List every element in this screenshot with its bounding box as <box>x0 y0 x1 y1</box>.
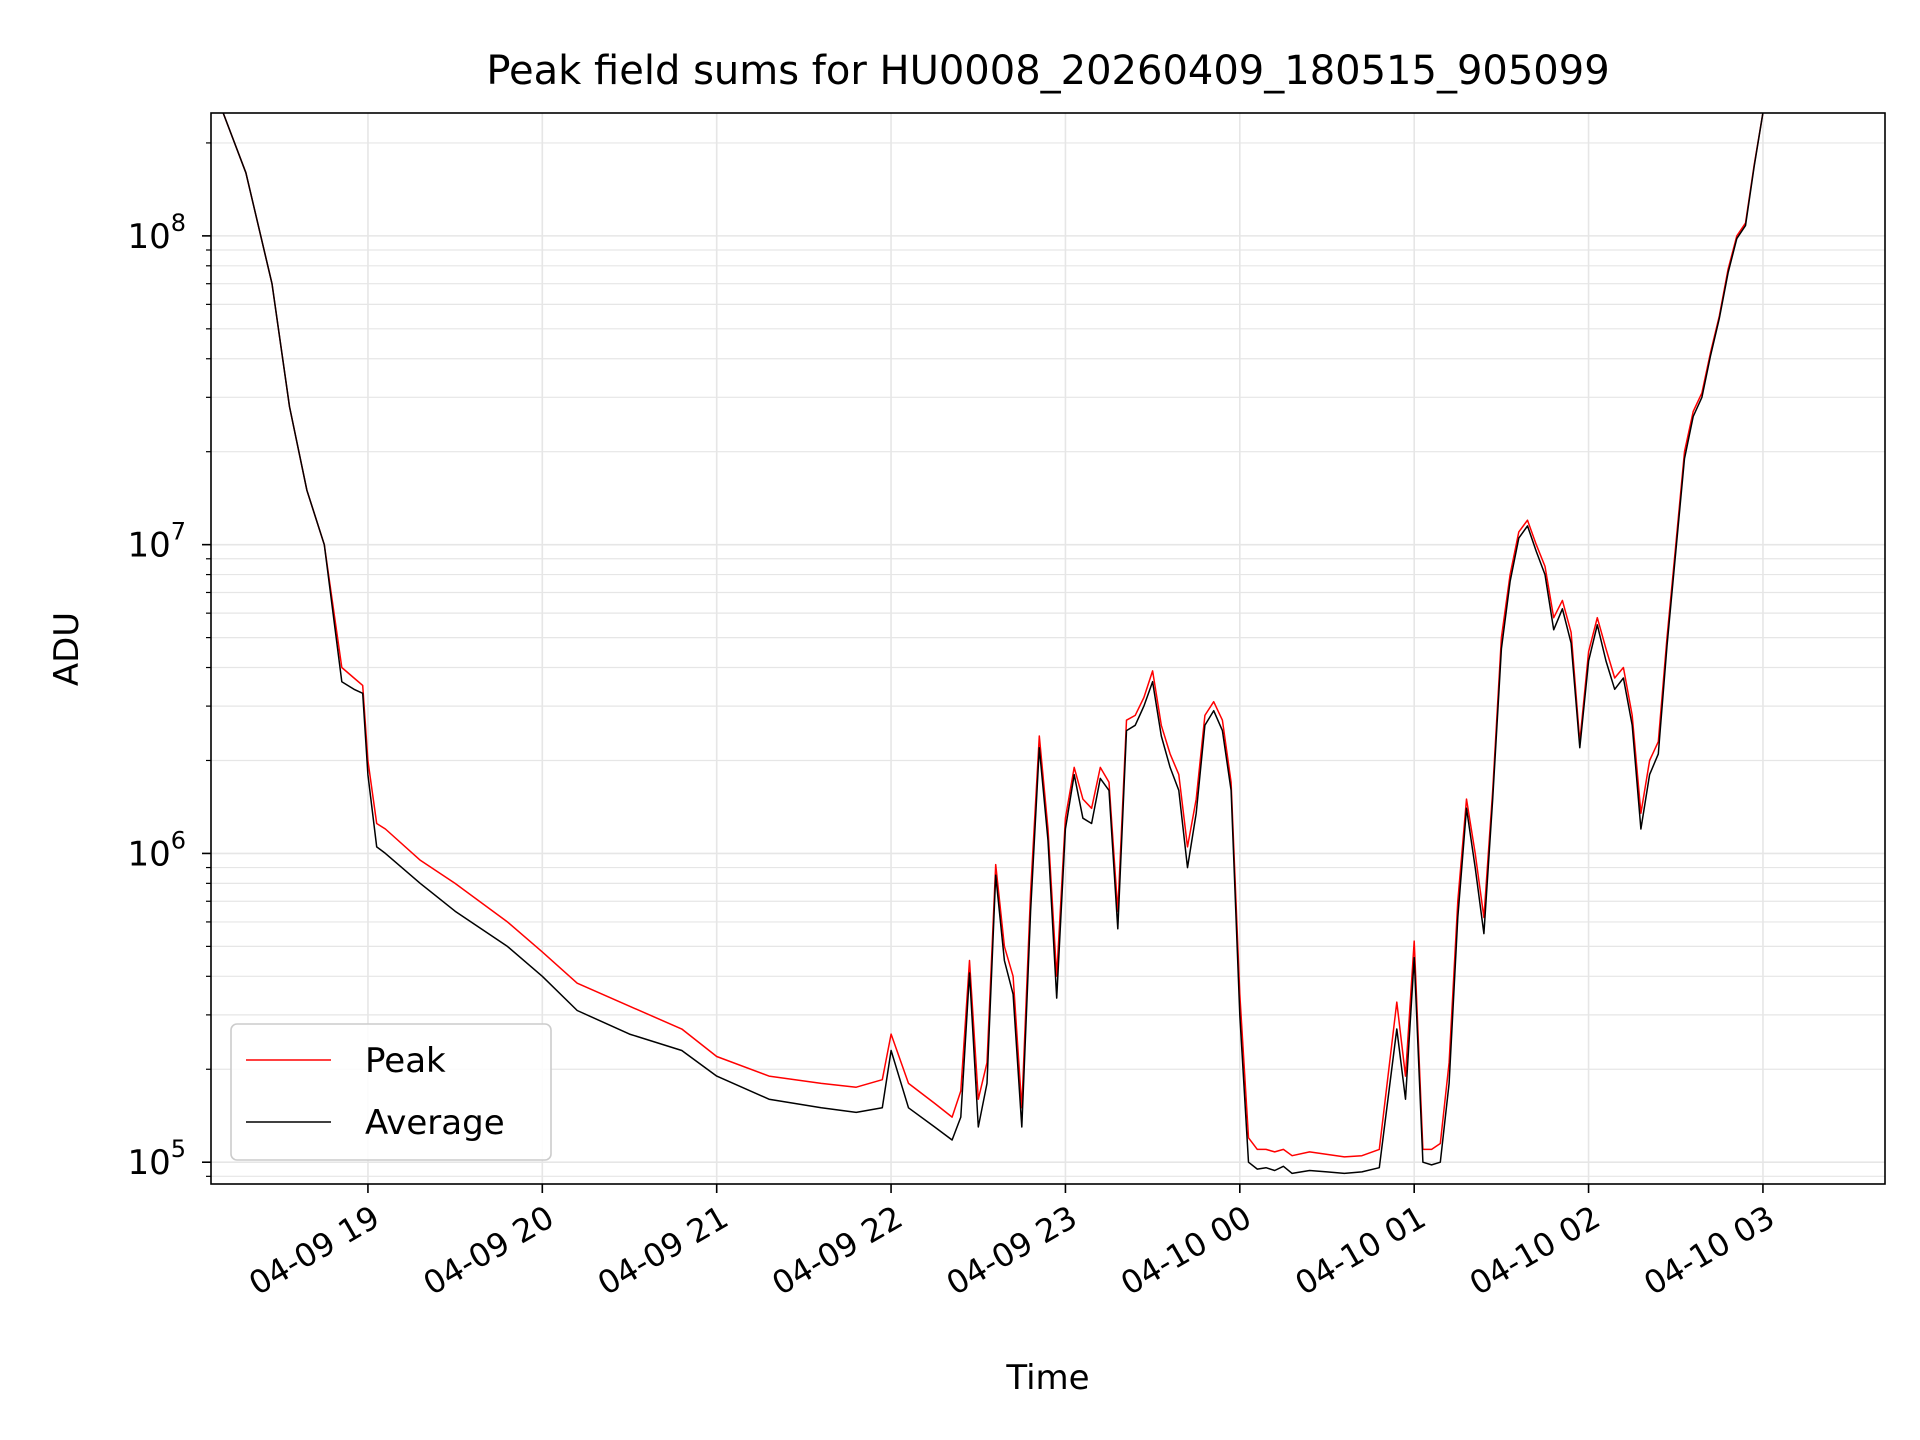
y-tick-exponent: 8 <box>171 209 186 237</box>
series-layer <box>222 113 1764 1175</box>
y-tick-label: 105 <box>127 1135 186 1183</box>
legend: Peak Average <box>230 1023 552 1161</box>
plot-frame <box>210 112 1886 1185</box>
series-line-peak <box>222 113 1764 1158</box>
y-axis-label: ADU <box>47 612 87 686</box>
chart-title: Peak field sums for HU0008_20260409_1805… <box>486 48 1609 94</box>
y-tick-exponent: 6 <box>171 826 186 854</box>
legend-label-average: Average <box>365 1103 505 1143</box>
legend-box <box>230 1023 552 1161</box>
y-tick-exponent: 5 <box>171 1135 186 1163</box>
series-line-average <box>222 113 1764 1175</box>
x-axis-label: Time <box>1005 1358 1089 1398</box>
y-tick-exponent: 7 <box>171 518 186 546</box>
legend-label-peak: Peak <box>365 1041 446 1081</box>
